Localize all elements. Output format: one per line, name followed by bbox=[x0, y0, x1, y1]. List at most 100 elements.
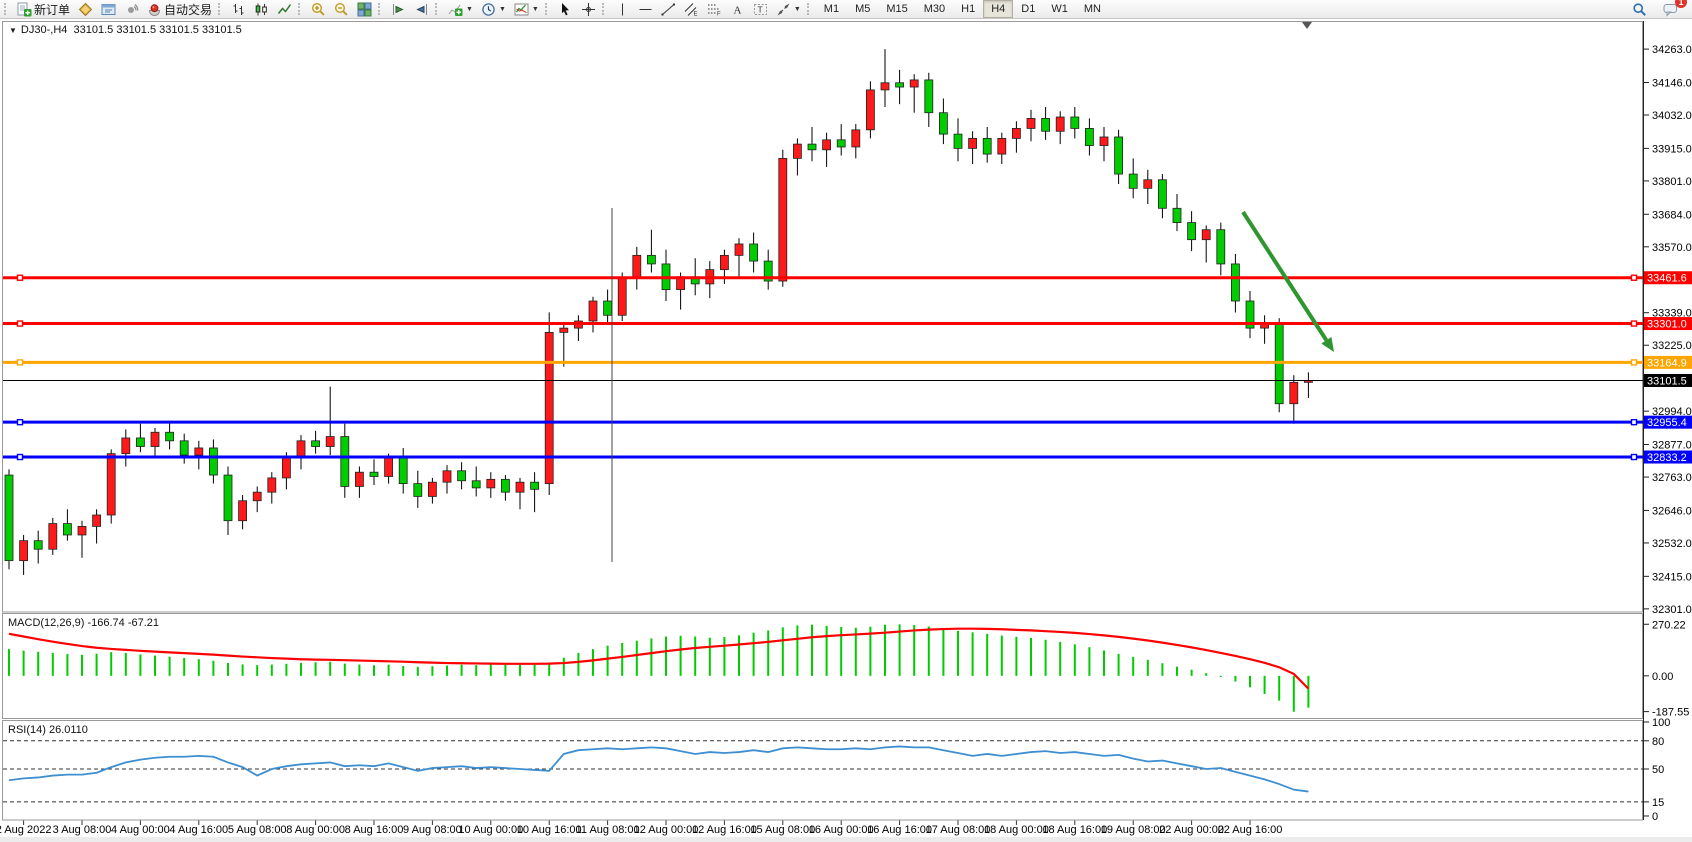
bar-chart-button[interactable] bbox=[227, 0, 250, 19]
timeframe-m30-button[interactable]: M30 bbox=[923, 3, 946, 15]
price-tick-label: 34146.0 bbox=[1652, 77, 1692, 89]
time-tick-label: 22 Aug 00:00 bbox=[1159, 824, 1224, 836]
candle-body bbox=[968, 137, 977, 149]
candle-body bbox=[647, 254, 656, 265]
market-watch-button[interactable] bbox=[74, 0, 97, 19]
time-tick-label: 10 Aug 16:00 bbox=[517, 824, 582, 836]
candle-body bbox=[1099, 136, 1109, 146]
candle-body bbox=[997, 137, 1007, 155]
time-tick-label: 15 Aug 08:00 bbox=[750, 824, 815, 836]
candle-body bbox=[442, 470, 452, 483]
macd-tick-label: 270.22 bbox=[1652, 619, 1686, 631]
candle-body bbox=[880, 82, 890, 91]
chevron-down-icon[interactable]: ▼ bbox=[466, 5, 473, 13]
line-chart-button[interactable] bbox=[273, 0, 296, 19]
symbol-collapse-icon[interactable]: ▼ bbox=[9, 26, 17, 35]
candle-body bbox=[77, 526, 87, 536]
candle-chart-button[interactable] bbox=[250, 0, 273, 19]
candle-body bbox=[1070, 116, 1080, 129]
search-button[interactable] bbox=[1628, 0, 1651, 19]
candle-body bbox=[851, 129, 861, 148]
tile-windows-button[interactable] bbox=[353, 0, 376, 19]
price-tick-label: 32532.0 bbox=[1652, 538, 1692, 550]
new-order-button[interactable]: 新订单 bbox=[13, 0, 74, 19]
fibonacci-button[interactable]: F bbox=[703, 0, 726, 19]
candle-body bbox=[866, 89, 875, 131]
timeframe-m15-button[interactable]: M15 bbox=[886, 3, 908, 15]
candle-body bbox=[982, 137, 992, 155]
toolbar-grip bbox=[298, 3, 304, 15]
candle-body bbox=[632, 254, 642, 279]
rsi-value: 26.0110 bbox=[48, 724, 88, 736]
cursor-button[interactable] bbox=[554, 0, 577, 19]
chart-symbol-label: DJ30-,H4 bbox=[20, 24, 68, 36]
templates-button[interactable]: ▼ bbox=[510, 0, 543, 19]
tile-windows-icon bbox=[357, 2, 372, 17]
timeframe-h1-button[interactable]: H1 bbox=[961, 3, 976, 15]
chevron-down-icon[interactable]: ▼ bbox=[531, 5, 539, 13]
candle-body bbox=[238, 500, 248, 522]
periods-button[interactable]: ▼ bbox=[477, 0, 510, 19]
candle-body bbox=[1158, 179, 1167, 209]
auto-scroll-button[interactable] bbox=[410, 0, 433, 19]
arrow-objects-button[interactable]: ▼ bbox=[772, 0, 805, 19]
line-anchor bbox=[1630, 274, 1638, 281]
candle-body bbox=[749, 243, 758, 262]
equidistant-channel-button[interactable]: E bbox=[680, 0, 703, 19]
vertical-line-button[interactable] bbox=[611, 0, 634, 19]
annotations[interactable] bbox=[611, 22, 1334, 562]
toolbar-grip bbox=[435, 3, 441, 15]
zoom-in-button[interactable] bbox=[307, 0, 330, 19]
timeframe-m1-button[interactable]: M1 bbox=[823, 3, 840, 15]
timeframe-m5-button[interactable]: M5 bbox=[855, 3, 871, 15]
chart-shift-button[interactable] bbox=[387, 0, 410, 19]
auto-trading-button[interactable]: 自动交易 bbox=[143, 0, 216, 19]
price-tag bbox=[1644, 373, 1692, 387]
line-anchor bbox=[16, 453, 24, 461]
candle-body bbox=[1114, 136, 1123, 175]
timeframe-h4-button[interactable]: H4 bbox=[983, 0, 1014, 18]
candle-body bbox=[223, 474, 233, 522]
navigator-button[interactable] bbox=[120, 0, 143, 19]
line-anchor bbox=[16, 359, 24, 366]
horizontal-lines[interactable] bbox=[3, 274, 1643, 461]
timeframe-d1-button[interactable]: D1 bbox=[1021, 3, 1036, 15]
chart-background bbox=[0, 19, 1692, 842]
text-button[interactable]: A bbox=[726, 0, 749, 19]
crosshair-button[interactable] bbox=[577, 0, 600, 19]
text-label-button[interactable]: T bbox=[749, 0, 772, 19]
trendline-button[interactable] bbox=[657, 0, 680, 19]
price-tick-label: 32301.0 bbox=[1652, 604, 1692, 616]
line-anchor bbox=[16, 274, 24, 281]
timeframe-w1-button[interactable]: W1 bbox=[1051, 3, 1068, 15]
time-tick-label: 16 Aug 00:00 bbox=[809, 824, 874, 836]
data-window-button[interactable] bbox=[97, 0, 120, 19]
indicators-button[interactable]: ▼ bbox=[444, 0, 477, 19]
toolbar-grip bbox=[601, 3, 608, 15]
price-tag bbox=[1644, 271, 1692, 285]
text-tool-icon: A bbox=[730, 2, 745, 17]
timeframe-mn-button[interactable]: MN bbox=[1083, 3, 1101, 15]
candle-body bbox=[179, 440, 189, 456]
chevron-down-icon[interactable]: ▼ bbox=[498, 5, 506, 13]
toolbar-grip bbox=[218, 3, 224, 15]
price-tag bbox=[1644, 415, 1692, 429]
bar-chart-icon bbox=[231, 2, 246, 17]
line-anchor bbox=[1630, 359, 1638, 366]
zoom-out-button[interactable] bbox=[330, 0, 353, 19]
candle-body bbox=[1172, 207, 1182, 223]
zoom-in-icon bbox=[311, 2, 326, 17]
trendline-tool-icon bbox=[661, 2, 676, 17]
price-tick-label: 33225.0 bbox=[1652, 340, 1692, 352]
arrow-tool-icon bbox=[776, 2, 791, 17]
notifications-button[interactable]: 1 bbox=[1659, 0, 1687, 19]
candle-body bbox=[588, 300, 598, 322]
chevron-down-icon[interactable]: ▼ bbox=[793, 5, 801, 13]
horizontal-line-button[interactable] bbox=[634, 0, 657, 19]
candle-body bbox=[953, 133, 963, 149]
toolbar-grip bbox=[806, 3, 813, 15]
price-tag-label: 33461.6 bbox=[1647, 273, 1687, 285]
rsi-indicator-label: RSI(14) 26.0110 bbox=[8, 724, 88, 736]
candle-body bbox=[267, 477, 277, 493]
